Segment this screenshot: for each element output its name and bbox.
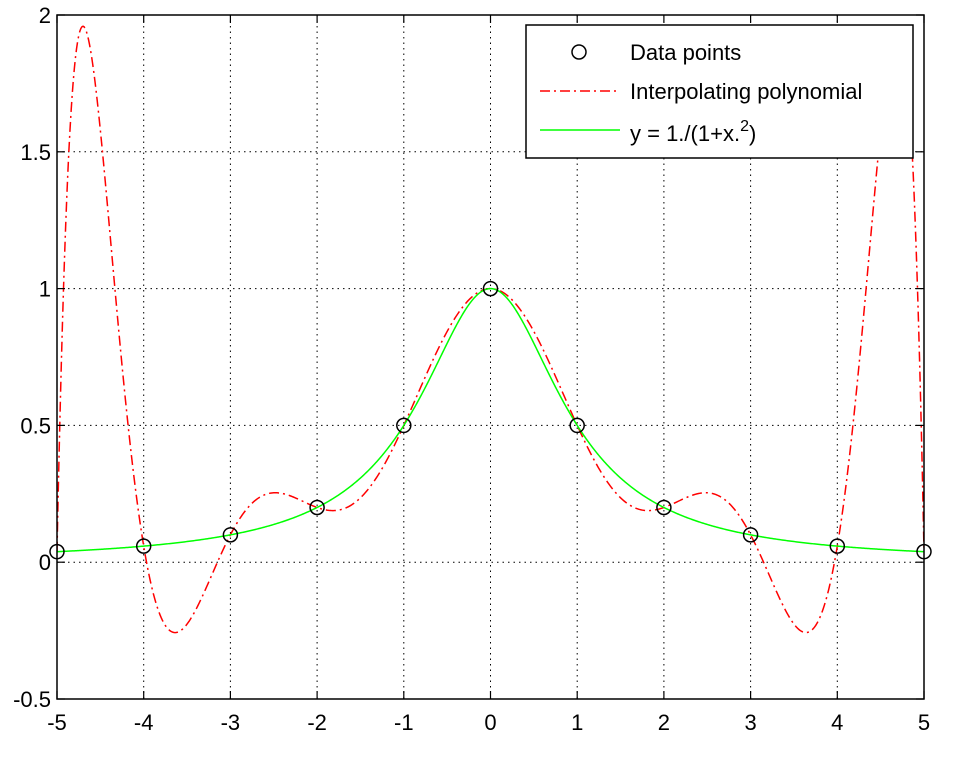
legend-marker-icon xyxy=(571,44,587,60)
y-tick-label: 0 xyxy=(39,550,51,575)
series-interpolating-polynomial xyxy=(57,25,924,634)
legend-box xyxy=(525,24,914,159)
legend-label-data-points: Data points xyxy=(630,40,741,65)
axis-ticks: -5 -4 -3 -2 -1 0 1 2 3 4 5 -0.5 0 0.5 1 1.5 2 xyxy=(13,3,930,735)
legend-func-end: ) xyxy=(749,121,756,146)
grid-lines xyxy=(57,15,924,699)
legend-label-func: y = 1./(1+x.2) xyxy=(630,118,756,146)
data-point xyxy=(482,280,499,297)
x-tick-label: -1 xyxy=(394,710,414,735)
x-tick-label: -5 xyxy=(47,710,67,735)
y-tick-label: -0.5 xyxy=(13,687,51,712)
y-tick-label: 1.5 xyxy=(20,140,51,165)
legend-label-interp: Interpolating polynomial xyxy=(630,79,862,104)
x-tick-label: 3 xyxy=(744,710,756,735)
x-tick-label: -2 xyxy=(307,710,327,735)
legend-func-base: y = 1./(1+x. xyxy=(630,121,740,146)
x-tick-label: -3 xyxy=(221,710,241,735)
data-point xyxy=(135,538,152,554)
y-tick-label: 0.5 xyxy=(20,413,51,438)
data-point xyxy=(829,538,846,554)
x-tick-label: -4 xyxy=(134,710,154,735)
data-point xyxy=(309,499,325,516)
data-point xyxy=(656,499,672,516)
x-tick-label: 1 xyxy=(571,710,583,735)
data-point xyxy=(742,527,759,543)
data-point xyxy=(222,527,239,543)
x-tick-label: 5 xyxy=(918,710,930,735)
plot-curves xyxy=(57,25,924,634)
legend-func-sup: 2 xyxy=(740,118,749,135)
y-tick-label: 1 xyxy=(39,277,51,302)
x-tick-label: 2 xyxy=(658,710,670,735)
data-point xyxy=(396,417,412,434)
y-tick-label: 2 xyxy=(39,3,51,28)
x-tick-label: 0 xyxy=(484,710,496,735)
x-tick-label: 4 xyxy=(831,710,843,735)
series-function-curve xyxy=(57,287,924,553)
data-point xyxy=(569,417,585,434)
legend: Data points Interpolating polynomial y =… xyxy=(525,24,914,159)
